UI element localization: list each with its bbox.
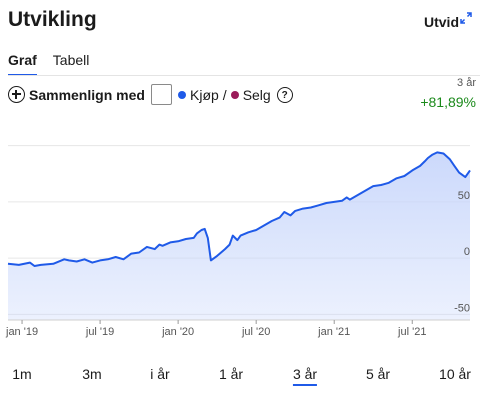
range-button[interactable]: 10 år: [439, 366, 471, 382]
sell-dot-icon: [230, 91, 239, 99]
range-button[interactable]: 3 år: [292, 366, 318, 386]
series-line: [7, 151, 471, 267]
range-button[interactable]: 1 år: [218, 366, 244, 382]
y-tick-label: -50: [454, 302, 470, 314]
legend-sell-label: Selg: [242, 87, 271, 103]
help-icon[interactable]: ?: [276, 87, 293, 103]
x-tick-label: jan '21: [317, 326, 350, 338]
compare-label: Sammenlign med: [29, 86, 145, 103]
expand-label: Utvid: [424, 14, 459, 30]
buy-dot-icon: [178, 91, 186, 99]
expand-button[interactable]: Utvid: [424, 12, 472, 30]
x-tick-label: jan '20: [161, 326, 194, 338]
series-area: [8, 152, 470, 320]
legend-separator: /: [222, 87, 227, 103]
tab-table[interactable]: Tabell: [52, 52, 90, 68]
price-chart[interactable]: 50 0 -50 jan '19 jul '19 jan '20 jul '20 jan '2…: [0, 140, 488, 340]
page-title: Utvikling: [8, 8, 97, 31]
tab-graph[interactable]: Graf: [8, 52, 37, 76]
range-button[interactable]: 1m: [12, 366, 32, 382]
period-label: 3 år: [457, 77, 476, 89]
change-value: +81,89%: [420, 94, 476, 110]
compare-checkbox[interactable]: [151, 84, 172, 105]
range-button[interactable]: 3m: [82, 366, 102, 382]
compare-button[interactable]: Sammenlign med: [8, 86, 145, 103]
x-tick-label: jul '21: [397, 326, 426, 338]
tabs-divider: [8, 75, 480, 76]
legend: Kjøp / Selg ?: [178, 87, 293, 103]
legend-buy-label: Kjøp: [190, 87, 219, 103]
x-tick-label: jan '19: [5, 326, 38, 338]
x-tick-label: jul '19: [85, 326, 114, 338]
range-selector: 1m 3m i år 1 år 3 år 5 år 10 år: [0, 366, 488, 386]
range-button[interactable]: i år: [150, 366, 170, 382]
range-button[interactable]: 5 år: [365, 366, 391, 382]
view-tabs: Graf Tabell: [8, 52, 89, 76]
y-tick-label: 50: [458, 190, 470, 202]
y-tick-label: 0: [464, 246, 470, 258]
expand-icon: [460, 12, 472, 24]
plus-circle-icon: [8, 86, 25, 103]
x-tick-label: jul '20: [241, 326, 270, 338]
